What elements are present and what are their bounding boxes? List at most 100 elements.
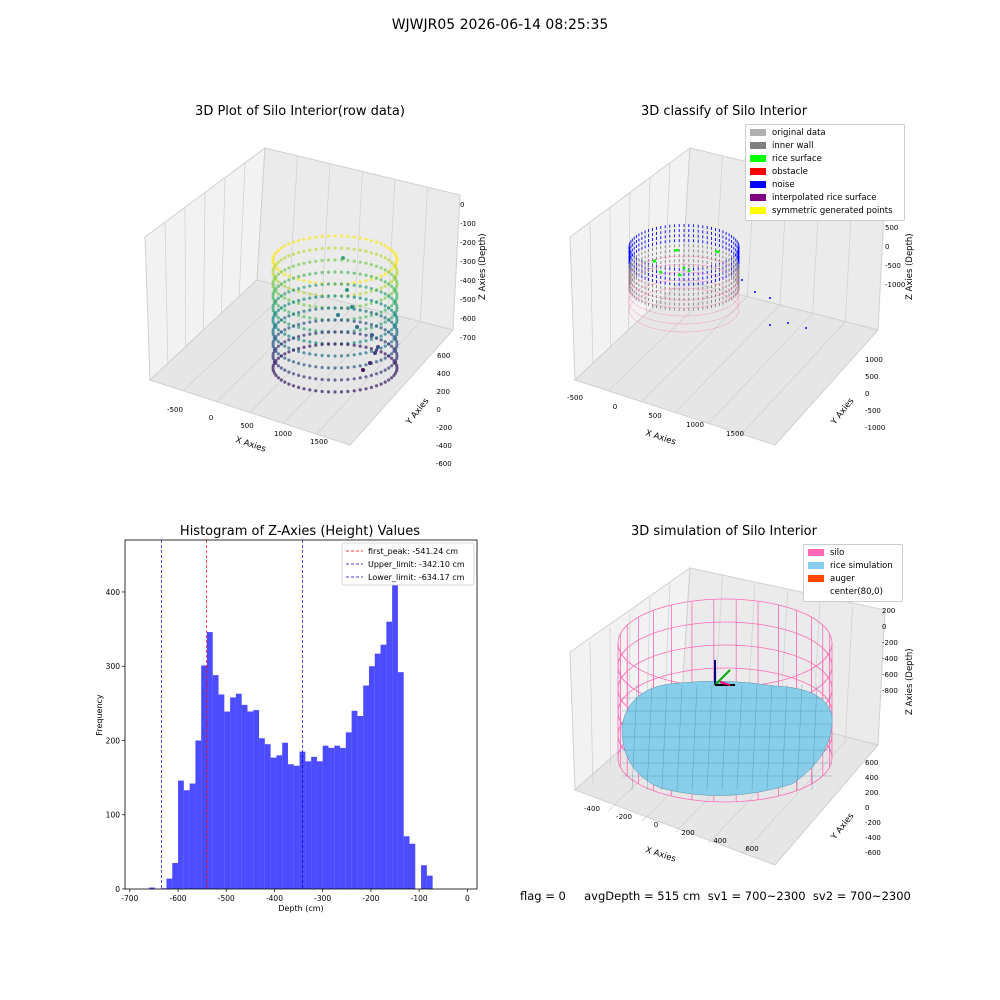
raw-point (320, 282, 324, 287)
grid-line (714, 155, 723, 289)
raw-point (287, 382, 291, 386)
raw-point (314, 235, 318, 239)
y-tick-label: 100 (106, 811, 121, 820)
grid-line (708, 313, 813, 424)
classify-legend: original data inner wall rice surface obsta… (745, 124, 905, 221)
x-tick-label: 600 (745, 845, 758, 853)
legend-item: interpolated rice surface (750, 192, 900, 205)
raw-point (383, 356, 387, 360)
raw-point (374, 360, 379, 364)
raw-point (379, 358, 383, 362)
raw-point (326, 330, 331, 334)
raw-point (276, 356, 280, 360)
raw-point (276, 332, 280, 336)
raw-point (383, 304, 387, 308)
raw-point (297, 325, 301, 329)
raw-point (271, 315, 275, 320)
raw-point (283, 304, 287, 308)
histogram-bar (328, 747, 335, 889)
raw-point (364, 291, 368, 295)
legend-label: obstacle (772, 167, 808, 177)
histogram-bar (253, 710, 260, 889)
raw-point (314, 281, 318, 285)
x-tick-label: 0 (465, 894, 470, 903)
raw-point (297, 263, 301, 267)
raw-point (271, 330, 275, 334)
legend-swatch (750, 207, 766, 214)
raw-point (390, 272, 394, 276)
raw-point (364, 363, 368, 367)
raw-point (287, 298, 291, 302)
raw-point (276, 340, 280, 344)
z-tick-label: -600 (460, 315, 476, 323)
raw-point (291, 252, 296, 256)
raw-point (390, 260, 394, 264)
raw-point (392, 373, 396, 377)
raw-point (271, 318, 275, 322)
raw-point (350, 305, 354, 309)
raw-point (297, 301, 301, 305)
raw-point (283, 280, 287, 284)
raw-point (383, 296, 387, 300)
raw-point (287, 310, 291, 314)
raw-point (390, 320, 394, 324)
raw-point (364, 279, 368, 283)
raw-point (364, 351, 368, 355)
raw-point (283, 332, 287, 336)
raw-point (369, 347, 373, 351)
raw-point (314, 389, 318, 393)
histogram-bar (403, 836, 410, 889)
raw-point (352, 293, 356, 297)
raw-point (395, 296, 399, 301)
raw-point (392, 275, 396, 279)
raw-point (287, 286, 291, 290)
raw-point (308, 376, 312, 380)
raw-point (314, 293, 318, 297)
raw-point (379, 338, 383, 342)
histogram-bar (183, 790, 190, 889)
raw-point (374, 324, 379, 328)
raw-point (279, 258, 283, 262)
raw-point (308, 292, 312, 296)
raw-point (364, 345, 368, 349)
raw-point (339, 318, 344, 322)
raw-point (394, 277, 398, 281)
x-tick-label: 1000 (274, 430, 292, 438)
histogram-title: Histogram of Z-Axies (Height) Values (179, 524, 421, 539)
raw-point (308, 248, 312, 252)
raw-point (395, 320, 399, 325)
raw-point (394, 313, 398, 317)
raw-point (283, 380, 287, 384)
raw-point (339, 282, 344, 286)
simulation-ylabel: Y Axies (829, 811, 857, 843)
histogram-vlines (161, 540, 303, 889)
raw-point (358, 344, 362, 348)
raw-point (336, 313, 340, 317)
histogram-bar (195, 740, 202, 889)
raw-point (341, 256, 345, 260)
raw-point (395, 342, 399, 346)
legend-swatch (750, 168, 766, 175)
raw-point (364, 285, 368, 289)
histogram-bar (270, 757, 277, 889)
raw-point (379, 334, 383, 338)
rice-mesh-line (751, 684, 758, 791)
raw-zlabel: Z Axies (Depth) (478, 233, 488, 300)
raw-point (358, 260, 362, 264)
raw-point (272, 265, 276, 269)
raw-point (333, 378, 337, 382)
raw-point (392, 347, 396, 351)
raw-point (302, 363, 306, 367)
raw-point (333, 318, 337, 322)
raw-point (395, 294, 399, 298)
raw-point (297, 347, 301, 351)
grid-line (674, 304, 781, 413)
z-tick-label: -400 (882, 655, 898, 663)
rice-mesh-line (736, 684, 743, 791)
raw-point (308, 304, 312, 308)
raw-point (274, 275, 278, 279)
raw-point (308, 284, 312, 288)
raw-point (368, 361, 372, 365)
raw-point (395, 356, 399, 361)
raw-point (302, 333, 306, 337)
